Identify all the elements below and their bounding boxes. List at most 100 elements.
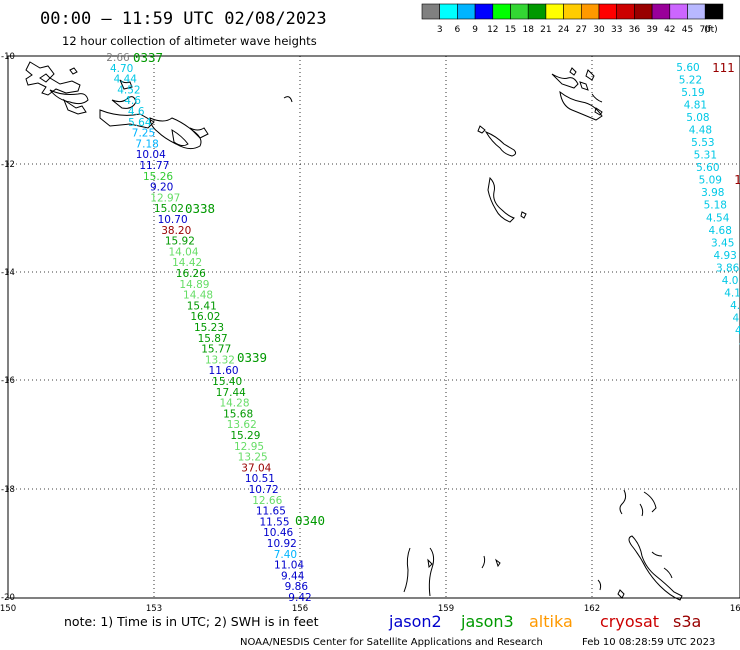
satellite-track-east: 5.605.225.194.815.084.485.535.315.605.09… xyxy=(676,60,740,349)
pass-time-label: 111 xyxy=(712,60,735,75)
wave-height-value: 5.09 xyxy=(699,175,722,187)
wave-height-value: 12.97 xyxy=(150,192,180,204)
pass-time-label: 1 xyxy=(734,172,740,187)
wave-height-value: 16.02 xyxy=(190,311,220,323)
legend-label: 12 xyxy=(487,25,498,35)
wave-height-value: 5.31 xyxy=(694,150,717,162)
legend-label: 33 xyxy=(611,25,622,35)
longitude-label: 153 xyxy=(146,604,162,614)
wave-height-value: 9.86 xyxy=(285,581,309,593)
wave-height-value: 10.04 xyxy=(136,149,166,161)
wave-height-value: 10.72 xyxy=(249,484,279,496)
wave-height-value: 10.46 xyxy=(263,527,293,539)
wave-height-value: 4.93 xyxy=(713,250,736,262)
wave-height-value: 3.86 xyxy=(716,262,740,274)
legend-swatch xyxy=(598,3,618,20)
satellite-track-west: 2.664.704.444.524.64.65.647.257.1810.041… xyxy=(106,50,325,604)
pass-time-label: 0339 xyxy=(237,350,267,365)
wave-height-value: 4.68 xyxy=(709,225,732,237)
wave-height-value: 4.6 xyxy=(124,95,141,107)
wave-height-value: 4.81 xyxy=(684,100,707,112)
legend-swatch xyxy=(545,3,564,20)
legend-unit: (ft) xyxy=(704,25,718,35)
wave-height-value: 14.28 xyxy=(219,398,249,410)
legend-swatch xyxy=(527,3,547,20)
longitude-label: 162 xyxy=(584,604,600,614)
wave-height-value: 12.66 xyxy=(252,495,282,507)
wave-height-value: 4.52 xyxy=(117,84,140,96)
map-frame xyxy=(7,55,740,599)
pass-time-label: 0338 xyxy=(185,201,215,216)
wave-height-value: 4. xyxy=(730,300,740,312)
wave-height-value: 11.04 xyxy=(274,560,304,572)
legend-label: 9 xyxy=(472,25,478,35)
legend-label: 15 xyxy=(505,25,516,35)
legend-swatch xyxy=(687,3,706,20)
latitude-label: -12 xyxy=(1,160,15,170)
legend-swatch xyxy=(669,3,688,20)
pass-time-label: 0340 xyxy=(295,513,325,528)
legend-label: 39 xyxy=(646,25,658,35)
wave-height-value: 4.1 xyxy=(724,287,740,299)
wave-height-value: 5.64 xyxy=(128,117,152,129)
wave-height-value: 11.55 xyxy=(259,516,289,528)
wave-height-value: 15.23 xyxy=(194,322,224,334)
wave-height-value: 15.02 xyxy=(154,203,184,215)
wave-height-value: 5.22 xyxy=(679,75,702,87)
wave-height-value: 15.26 xyxy=(143,171,173,183)
latitude-label: -14 xyxy=(1,268,15,278)
satellite-name: jason3 xyxy=(460,612,514,631)
satellite-name: cryosat xyxy=(600,612,659,631)
wave-height-value: 15.40 xyxy=(212,376,242,388)
wave-height-value: 12.95 xyxy=(234,441,264,453)
longitude-label: 150 xyxy=(0,604,16,614)
wave-height-value: 15.92 xyxy=(165,236,195,248)
legend-swatch xyxy=(457,3,476,20)
wave-height-value: 7.40 xyxy=(274,549,297,561)
wave-height-value: 15.29 xyxy=(230,430,260,442)
satellite-name: altika xyxy=(529,612,573,631)
wave-height-value: 14.89 xyxy=(179,279,209,291)
legend-label: 42 xyxy=(664,25,675,35)
latitude-label: -18 xyxy=(1,485,15,495)
latitude-label: -20 xyxy=(1,593,15,603)
wave-height-value: 38.20 xyxy=(161,225,191,237)
wave-height-value: 13.32 xyxy=(205,354,235,366)
wave-height-value: 9.20 xyxy=(150,182,173,194)
legend-swatch xyxy=(563,3,582,20)
longitude-label: 159 xyxy=(438,604,454,614)
longitude-label: 156 xyxy=(292,604,308,614)
wave-height-value: 4.70 xyxy=(110,63,133,75)
wave-height-value: 11.65 xyxy=(256,506,286,518)
wave-height-value: 4.44 xyxy=(114,74,138,86)
legend-label: 6 xyxy=(455,25,461,35)
map-subtitle: 12 hour collection of altimeter wave hei… xyxy=(62,34,317,48)
wave-height-value: 14.04 xyxy=(168,246,198,258)
legend-label: 45 xyxy=(682,25,693,35)
wave-height-value: 10.51 xyxy=(245,473,275,485)
wave-height-value: 5.08 xyxy=(686,112,709,124)
legend-swatch xyxy=(580,3,600,20)
legend-label: 30 xyxy=(593,25,605,35)
legend-swatch xyxy=(510,3,529,20)
wave-height-value: 9.44 xyxy=(281,570,305,582)
wave-height-value: 14.48 xyxy=(183,290,213,302)
map-title: 00:00 – 11:59 UTC 02/08/2023 xyxy=(40,9,327,29)
wave-height-value: 11.60 xyxy=(209,365,239,377)
wave-height-value: 15.41 xyxy=(187,300,217,312)
latitude-label: -16 xyxy=(1,376,15,386)
wave-height-value: 4.54 xyxy=(706,212,730,224)
latitude-label: -10 xyxy=(1,52,15,62)
wave-height-value: 2.66 xyxy=(106,52,130,64)
wave-height-value: 10.92 xyxy=(267,538,297,550)
wave-height-value: 7.18 xyxy=(135,138,158,150)
legend-swatch xyxy=(421,3,441,20)
wave-height-value: 13.62 xyxy=(227,419,257,431)
longitude-label: 165 xyxy=(730,604,740,614)
wave-height-value: 3.45 xyxy=(711,237,734,249)
legend-swatch xyxy=(704,3,724,20)
wave-height-value: 16.26 xyxy=(176,268,206,280)
timestamp-text: Feb 10 08:28:59 UTC 2023 xyxy=(582,637,715,648)
wave-height-value: 17.44 xyxy=(216,387,246,399)
color-scale-legend: 3 6 9 12 15 18 21 24 27 30 33 36 39 42 45 70(ft) xyxy=(421,3,724,35)
